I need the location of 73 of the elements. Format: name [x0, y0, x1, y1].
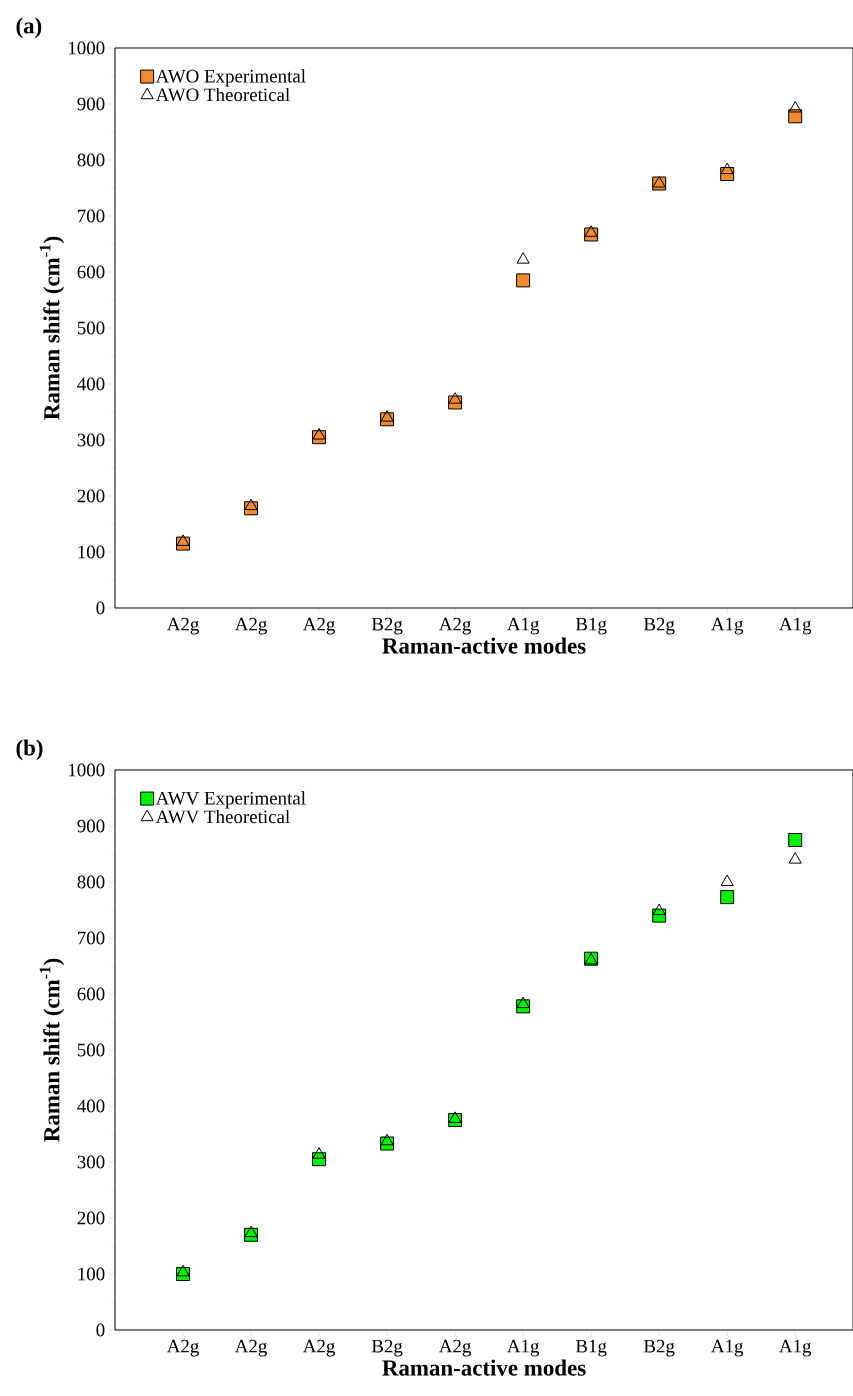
- point: [788, 833, 803, 847]
- x-tick-label: B2g: [371, 1339, 403, 1357]
- y-tick-label: 800: [77, 875, 105, 889]
- x-tick-label: A1g: [779, 1339, 812, 1357]
- y-tick-label: 500: [77, 1043, 105, 1057]
- y-tick-label: 900: [77, 819, 105, 833]
- y-tick-label: 300: [77, 433, 105, 447]
- y-tick-label: 800: [77, 153, 105, 167]
- x-tick-label: A2g: [302, 1339, 335, 1357]
- y-tick-label: 200: [77, 489, 105, 503]
- legend-label: AWV Experimental: [155, 791, 306, 809]
- y-tick-label: 300: [77, 1155, 105, 1169]
- x-tick-label: A2g: [438, 617, 472, 635]
- x-tick-label: A2g: [166, 1339, 199, 1357]
- point: [788, 852, 802, 864]
- y-tick-label: 1000: [68, 763, 105, 777]
- point: [584, 225, 598, 237]
- y-tick-label: 900: [77, 97, 105, 111]
- y-tick-label: 700: [78, 931, 105, 945]
- x-tick-label: A1g: [711, 617, 744, 635]
- point: [652, 903, 666, 916]
- x-tick-label: B2g: [643, 1339, 675, 1357]
- x-tick-label: A2g: [302, 617, 335, 635]
- point: [312, 428, 326, 440]
- point: [788, 100, 802, 113]
- point: [448, 1111, 462, 1123]
- point: [244, 1225, 258, 1238]
- x-tick-label: B2g: [643, 617, 675, 635]
- legend-label: AWO Theoretical: [155, 87, 290, 102]
- y-tick-label: 200: [77, 1211, 105, 1225]
- point: [516, 996, 530, 1009]
- x-tick-label: B1g: [575, 617, 607, 635]
- x-tick-label: A1g: [507, 617, 540, 635]
- y-tick-label: 1000: [68, 41, 105, 55]
- x-tick-label: A2g: [234, 617, 267, 635]
- y-axis-title: Raman shift (cm$^{-1}$): [39, 958, 65, 1142]
- point: [720, 874, 734, 886]
- x-tick-label: A1g: [779, 617, 812, 635]
- x-tick-label: A2g: [234, 1339, 267, 1357]
- x-tick-label: A1g: [711, 1339, 744, 1357]
- x-tick-label: A1g: [507, 1339, 540, 1357]
- y-axis-title: Raman shift (cm$^{-1}$): [39, 236, 65, 420]
- y-tick-label: 400: [77, 377, 105, 391]
- x-tick-label: B1g: [575, 1339, 607, 1357]
- point: [380, 410, 394, 422]
- chart-title: (b): [16, 739, 43, 761]
- point: [244, 498, 258, 511]
- y-tick-label: 100: [78, 545, 105, 559]
- x-tick-label: B2g: [371, 617, 403, 635]
- y-tick-label: 600: [77, 987, 105, 1001]
- point: [516, 252, 530, 264]
- point: [448, 392, 462, 404]
- x-tick-label: A2g: [438, 1339, 472, 1357]
- y-tick-label: 400: [77, 1099, 105, 1113]
- x-tick-label: A2g: [166, 617, 199, 635]
- y-tick-label: 600: [77, 265, 105, 279]
- point: [312, 1147, 326, 1159]
- chart-title: (a): [16, 17, 42, 39]
- x-axis-title: Raman-active modes: [382, 637, 586, 654]
- point: [380, 1133, 394, 1146]
- point: [720, 890, 735, 905]
- legend-label: AWO Experimental: [155, 69, 306, 87]
- point: [720, 162, 734, 175]
- point: [516, 273, 531, 288]
- y-tick-label: 100: [78, 1267, 105, 1281]
- point: [176, 534, 190, 546]
- x-axis-title: Raman-active modes: [382, 1359, 586, 1376]
- point: [176, 1264, 190, 1277]
- y-tick-label: 0: [96, 601, 105, 615]
- y-tick-label: 500: [77, 321, 105, 335]
- legend-label: AWV Theoretical: [155, 809, 290, 824]
- y-tick-label: 0: [96, 1323, 105, 1337]
- y-tick-label: 700: [78, 209, 105, 223]
